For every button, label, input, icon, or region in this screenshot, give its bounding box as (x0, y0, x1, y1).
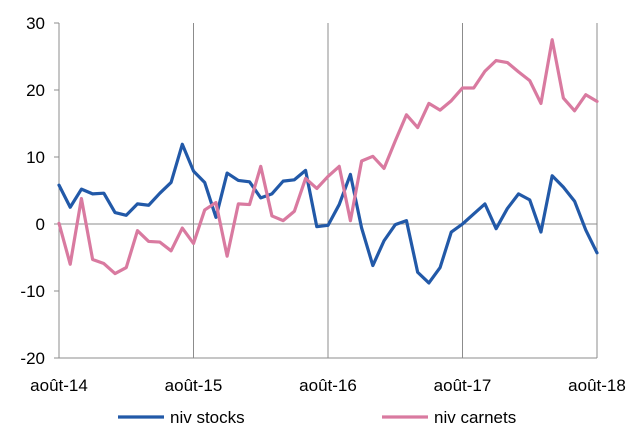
series-line-niv-stocks (57, 142, 599, 285)
gridlines (193, 23, 463, 358)
y-tick-labels: -20 -10 0 10 20 30 (20, 14, 45, 368)
x-tick-label: août-16 (299, 376, 357, 395)
x-tick-label: août-15 (165, 376, 223, 395)
x-tick-labels: août-14 août-15 août-16 août-17 août-18 (30, 376, 626, 395)
x-tick-label: août-18 (568, 376, 626, 395)
legend-label: niv carnets (434, 408, 516, 427)
legend-label: niv stocks (170, 408, 245, 427)
legend: niv stocks niv carnets (118, 408, 516, 427)
x-tick-label: août-17 (434, 376, 492, 395)
axes (54, 22, 598, 359)
y-tick-label: 0 (36, 215, 45, 234)
series-line-niv-carnets (57, 38, 599, 276)
x-tick-label: août-14 (30, 376, 88, 395)
y-tick-label: -10 (20, 282, 45, 301)
y-tick-label: -20 (20, 349, 45, 368)
y-tick-label: 30 (26, 14, 45, 33)
series-lines (57, 38, 599, 285)
y-tick-label: 20 (26, 81, 45, 100)
y-tick-label: 10 (26, 148, 45, 167)
